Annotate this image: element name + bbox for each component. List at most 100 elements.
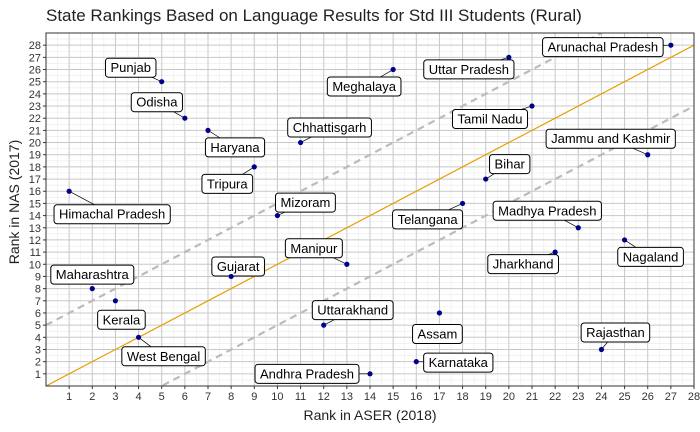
x-tick-label: 5 bbox=[159, 391, 165, 403]
data-point bbox=[112, 298, 119, 304]
x-tick-label: 17 bbox=[433, 391, 445, 403]
y-tick-label: 14 bbox=[29, 211, 41, 223]
data-point bbox=[297, 139, 304, 146]
y-tick-label: 10 bbox=[29, 259, 41, 271]
data-point bbox=[413, 359, 419, 365]
x-tick-label: 15 bbox=[387, 391, 399, 403]
data-point bbox=[621, 237, 628, 243]
y-tick-label: 9 bbox=[35, 271, 41, 283]
data-point bbox=[506, 54, 512, 60]
point-label: Maharashtra bbox=[56, 267, 130, 282]
x-tick-label: 26 bbox=[642, 391, 654, 403]
point-label: Haryana bbox=[210, 140, 260, 155]
y-tick-label: 22 bbox=[29, 113, 41, 125]
point-label: Chhattisgarh bbox=[293, 120, 367, 135]
point-label-box bbox=[451, 109, 529, 130]
data-point bbox=[228, 273, 234, 280]
x-axis-label: Rank in ASER (2018) bbox=[303, 407, 437, 423]
point-label-box bbox=[211, 256, 265, 277]
point-label-box bbox=[326, 76, 402, 97]
data-point bbox=[159, 79, 165, 85]
x-tick-label: 2 bbox=[89, 391, 95, 403]
y-tick-label: 13 bbox=[29, 223, 41, 235]
y-tick-label: 16 bbox=[29, 186, 41, 198]
point-label: Tripura bbox=[207, 176, 248, 191]
point-label-box bbox=[50, 264, 135, 285]
data-point bbox=[367, 371, 373, 377]
chart-title: State Rankings Based on Language Results… bbox=[46, 6, 582, 25]
point-label-box bbox=[545, 128, 676, 149]
point-label: Andhra Pradesh bbox=[260, 366, 354, 381]
point-label-box bbox=[617, 246, 684, 267]
y-tick-label: 1 bbox=[35, 369, 41, 381]
point-label: Tamil Nadu bbox=[457, 112, 522, 127]
point-label: Telangana bbox=[398, 212, 459, 227]
data-point bbox=[575, 225, 581, 231]
label-leader bbox=[448, 203, 463, 211]
y-tick-label: 25 bbox=[29, 77, 41, 89]
x-tick-label: 22 bbox=[549, 391, 561, 403]
y-tick-label: 3 bbox=[35, 344, 41, 356]
point-label-box bbox=[287, 117, 372, 138]
x-tick-label: 7 bbox=[205, 391, 211, 403]
x-tick-label: 6 bbox=[182, 391, 188, 403]
point-label: Karnataka bbox=[429, 355, 489, 370]
y-tick-label: 28 bbox=[29, 40, 41, 52]
point-label-box bbox=[53, 204, 171, 225]
point-label: Manipur bbox=[290, 241, 338, 256]
x-tick-label: 3 bbox=[112, 391, 118, 403]
point-label: Jammu and Kashmir bbox=[551, 131, 671, 146]
point-label: Mizoram bbox=[281, 195, 331, 210]
x-tick-label: 19 bbox=[480, 391, 492, 403]
point-label: West Bengal bbox=[127, 349, 201, 364]
point-label: Arunachal Pradesh bbox=[548, 40, 659, 55]
point-label-box bbox=[204, 137, 266, 158]
y-tick-label: 18 bbox=[29, 162, 41, 174]
band-line bbox=[46, 33, 604, 327]
point-label-box bbox=[275, 192, 336, 213]
point-label-box bbox=[97, 309, 146, 330]
band-line bbox=[159, 105, 694, 386]
y-tick-label: 26 bbox=[29, 65, 41, 77]
point-label-box bbox=[254, 363, 360, 384]
point-label-box bbox=[489, 154, 531, 175]
x-tick-label: 8 bbox=[228, 391, 234, 403]
data-points bbox=[66, 42, 674, 377]
point-label: Nagaland bbox=[623, 249, 679, 264]
x-tick-label: 27 bbox=[665, 391, 677, 403]
x-tick-label: 24 bbox=[595, 391, 607, 403]
data-point bbox=[251, 164, 257, 170]
axis-ticks: 1122334455667788991010111112121313141415… bbox=[29, 40, 700, 403]
point-label-box bbox=[284, 238, 343, 259]
x-tick-label: 10 bbox=[271, 391, 283, 403]
y-tick-label: 17 bbox=[29, 174, 41, 186]
y-tick-label: 20 bbox=[29, 138, 41, 150]
x-tick-label: 28 bbox=[688, 391, 700, 403]
point-label: Gujarat bbox=[217, 259, 260, 274]
data-point bbox=[182, 115, 188, 121]
reference-lines bbox=[46, 33, 694, 386]
y-tick-label: 11 bbox=[30, 247, 41, 259]
point-label: Uttarakhand bbox=[317, 303, 388, 318]
x-tick-label: 11 bbox=[295, 391, 306, 403]
point-label: Bihar bbox=[495, 157, 526, 172]
point-label: Punjab bbox=[110, 60, 150, 75]
point-label-box bbox=[423, 352, 494, 373]
y-tick-label: 23 bbox=[29, 101, 41, 113]
x-tick-label: 4 bbox=[136, 391, 142, 403]
point-label-box bbox=[130, 92, 183, 113]
label-leader bbox=[138, 337, 152, 348]
y-tick-label: 4 bbox=[35, 332, 41, 344]
data-point bbox=[459, 200, 466, 207]
point-label: Kerala bbox=[103, 312, 141, 327]
x-tick-label: 21 bbox=[526, 391, 538, 403]
x-tick-label: 12 bbox=[318, 391, 330, 403]
point-label: Jharkhand bbox=[493, 257, 554, 272]
y-tick-label: 5 bbox=[35, 320, 41, 332]
y-tick-label: 19 bbox=[29, 150, 41, 162]
point-label-box bbox=[492, 200, 602, 221]
label-leader bbox=[68, 190, 95, 206]
x-tick-label: 18 bbox=[456, 391, 468, 403]
point-label-box bbox=[121, 346, 206, 367]
